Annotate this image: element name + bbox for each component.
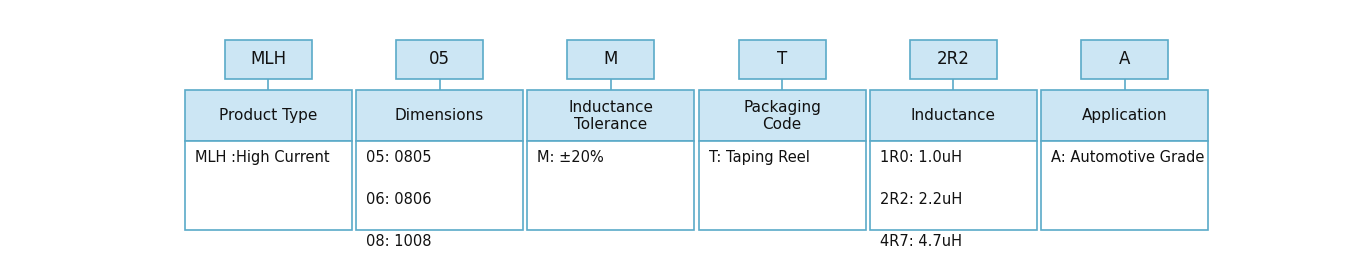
Text: Dimensions: Dimensions (395, 108, 484, 123)
Text: 1R0: 1.0uH

2R2: 2.2uH

4R7: 4.7uH: 1R0: 1.0uH 2R2: 2.2uH 4R7: 4.7uH (879, 150, 962, 249)
FancyBboxPatch shape (527, 90, 694, 141)
Text: A: A (1118, 50, 1131, 68)
FancyBboxPatch shape (185, 90, 352, 141)
FancyBboxPatch shape (224, 40, 311, 79)
FancyBboxPatch shape (699, 141, 866, 230)
FancyBboxPatch shape (699, 90, 866, 141)
FancyBboxPatch shape (911, 40, 998, 79)
FancyBboxPatch shape (1041, 90, 1208, 141)
FancyBboxPatch shape (739, 40, 826, 79)
Text: M: ±20%: M: ±20% (537, 150, 603, 165)
FancyBboxPatch shape (567, 40, 654, 79)
FancyBboxPatch shape (1082, 40, 1169, 79)
FancyBboxPatch shape (870, 90, 1037, 141)
Text: A: Automotive Grade: A: Automotive Grade (1052, 150, 1204, 165)
Text: T: T (777, 50, 787, 68)
Text: Product Type: Product Type (219, 108, 318, 123)
Text: Inductance
Tolerance: Inductance Tolerance (568, 100, 654, 132)
Text: M: M (603, 50, 618, 68)
FancyBboxPatch shape (870, 141, 1037, 230)
Text: MLH :High Current: MLH :High Current (194, 150, 329, 165)
Text: MLH: MLH (250, 50, 287, 68)
Text: T: Taping Reel: T: Taping Reel (708, 150, 810, 165)
FancyBboxPatch shape (356, 141, 523, 230)
Text: 2R2: 2R2 (938, 50, 970, 68)
Text: Inductance: Inductance (911, 108, 996, 123)
Text: Packaging
Code: Packaging Code (743, 100, 821, 132)
Text: 05: 0805

06: 0806

08: 1008: 05: 0805 06: 0806 08: 1008 (366, 150, 431, 249)
FancyBboxPatch shape (185, 141, 352, 230)
Text: Application: Application (1082, 108, 1167, 123)
FancyBboxPatch shape (1041, 141, 1208, 230)
Text: 05: 05 (429, 50, 450, 68)
FancyBboxPatch shape (395, 40, 482, 79)
FancyBboxPatch shape (527, 141, 694, 230)
FancyBboxPatch shape (356, 90, 523, 141)
